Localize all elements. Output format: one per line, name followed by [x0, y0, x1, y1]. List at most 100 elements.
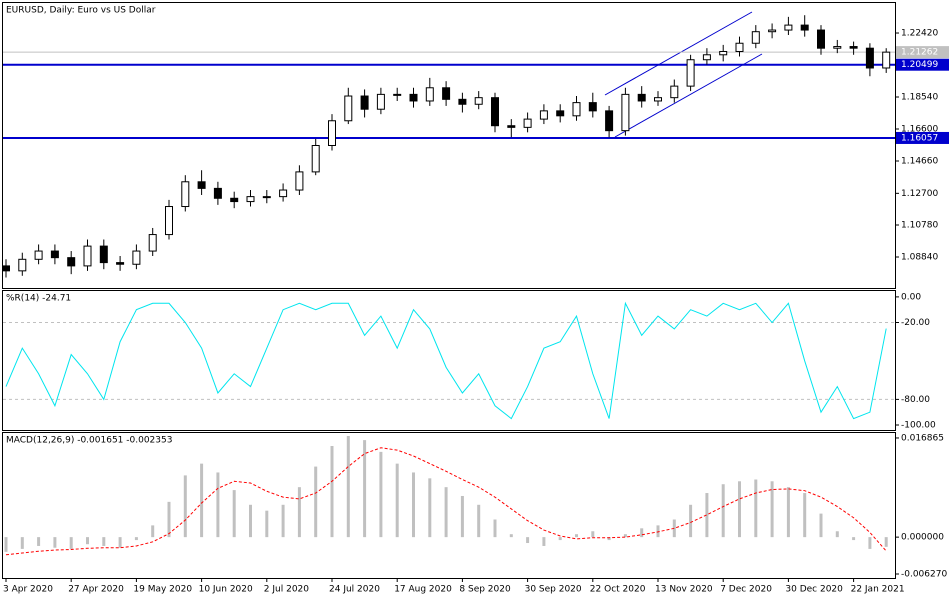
- candle-body: [654, 97, 662, 102]
- x-tick-label: 30 Sep 2020: [525, 585, 582, 595]
- x-tick-label: 22 Jan 2021: [851, 585, 905, 595]
- macd-bar: [558, 537, 562, 541]
- y-tick-label: 0.016865: [901, 433, 944, 443]
- candle-body: [588, 102, 597, 112]
- macd-bar: [363, 440, 367, 538]
- candle-body: [50, 250, 59, 259]
- macd-bar: [591, 531, 595, 538]
- indicator-title: %R(14) -24.71: [6, 294, 71, 304]
- y-tick-label: -0.006270: [901, 570, 947, 580]
- level-label-bg: [896, 131, 949, 144]
- macd-bar: [509, 534, 513, 538]
- candle-body: [784, 24, 793, 31]
- candle-body: [409, 93, 418, 102]
- candle-body: [833, 46, 842, 49]
- macd-bar: [640, 528, 644, 538]
- candle-body: [491, 97, 499, 127]
- x-tick-label: 10 Jun 2020: [199, 585, 253, 595]
- candle-body: [605, 110, 614, 132]
- x-tick-label: 17 Aug 2020: [394, 585, 452, 595]
- macd-bar: [786, 487, 790, 538]
- macd-bar: [656, 525, 660, 538]
- macd-bar: [738, 481, 741, 538]
- macd-bar: [444, 487, 448, 538]
- candle-body: [572, 102, 581, 117]
- macd-bar: [69, 537, 73, 549]
- y-tick-label: 0.00: [901, 292, 921, 302]
- candle-body: [393, 93, 402, 96]
- macd-bar: [526, 537, 530, 544]
- candle-body: [507, 125, 516, 128]
- candle-body: [686, 59, 695, 87]
- candle-body: [849, 46, 858, 49]
- candle-body: [34, 250, 43, 260]
- macd-bar: [623, 534, 627, 538]
- candle-body: [67, 257, 76, 267]
- candle-body: [279, 189, 288, 198]
- x-tick-label: 27 Apr 2020: [68, 585, 124, 595]
- candle-body: [539, 110, 548, 120]
- macd-bar: [297, 487, 301, 538]
- level-label: 1.21262: [901, 48, 938, 58]
- candle-body: [246, 196, 255, 203]
- candle-body: [376, 93, 385, 110]
- candle-body: [295, 171, 304, 191]
- y-tick-label: -80.00: [901, 395, 930, 405]
- x-tick-label: 13 Nov 2020: [655, 585, 713, 595]
- candle-body: [116, 262, 125, 265]
- candle-body: [230, 197, 239, 203]
- macd-bar: [721, 484, 725, 538]
- candle-body: [865, 47, 874, 69]
- macd-bar: [607, 537, 611, 541]
- candle-body: [768, 29, 777, 33]
- wpr-line: [5, 301, 887, 420]
- y-tick-label: -100.00: [901, 421, 936, 431]
- candle-body: [262, 196, 271, 199]
- x-tick-label: 7 Dec 2020: [720, 585, 772, 595]
- candle-body: [702, 54, 711, 61]
- candle-body: [83, 245, 92, 267]
- level-label: 1.20499: [901, 60, 938, 70]
- wpr-panel: [2, 290, 896, 431]
- x-tick-label: 24 Jul 2020: [329, 585, 380, 595]
- macd-bar: [216, 472, 220, 538]
- price-panel: [2, 2, 896, 289]
- y-tick-label: 1.14660: [901, 157, 938, 167]
- macd-bar: [412, 472, 415, 538]
- x-tick-label: 3 Apr 2020: [3, 585, 53, 595]
- candle-body: [523, 118, 532, 128]
- candle-body: [165, 206, 173, 236]
- macd-bar: [884, 537, 888, 547]
- x-tick-label: 2 Jul 2020: [264, 585, 309, 595]
- candle-body: [18, 258, 27, 272]
- macd-bar: [232, 490, 236, 538]
- candle-body: [735, 42, 744, 52]
- macd-bar: [134, 537, 138, 541]
- macd-bar: [689, 504, 693, 538]
- x-tick-label: 19 May 2020: [133, 585, 192, 595]
- macd-bar: [803, 493, 807, 538]
- candle-body: [442, 87, 451, 100]
- candle-body: [148, 234, 157, 252]
- signal-line: [5, 447, 887, 556]
- y-tick-label: 1.16600: [901, 125, 938, 135]
- macd-bar: [852, 537, 856, 541]
- macd-bar: [86, 537, 89, 545]
- macd-bar: [542, 537, 546, 546]
- chart-title: EURUSD, Daily: Euro vs US Dollar: [6, 6, 156, 16]
- macd-bar: [281, 504, 285, 538]
- macd-bar: [183, 475, 187, 538]
- channel-line: [614, 53, 763, 138]
- macd-bar: [20, 537, 24, 549]
- macd-bar: [379, 451, 383, 538]
- y-tick-label: 1.10780: [901, 220, 938, 230]
- candle-body: [328, 120, 336, 146]
- macd-bar: [265, 510, 269, 538]
- macd-bar: [151, 525, 155, 538]
- macd-bar: [167, 501, 171, 538]
- macd-bar: [53, 537, 57, 548]
- candle-body: [474, 97, 483, 105]
- macd-bar: [118, 537, 122, 548]
